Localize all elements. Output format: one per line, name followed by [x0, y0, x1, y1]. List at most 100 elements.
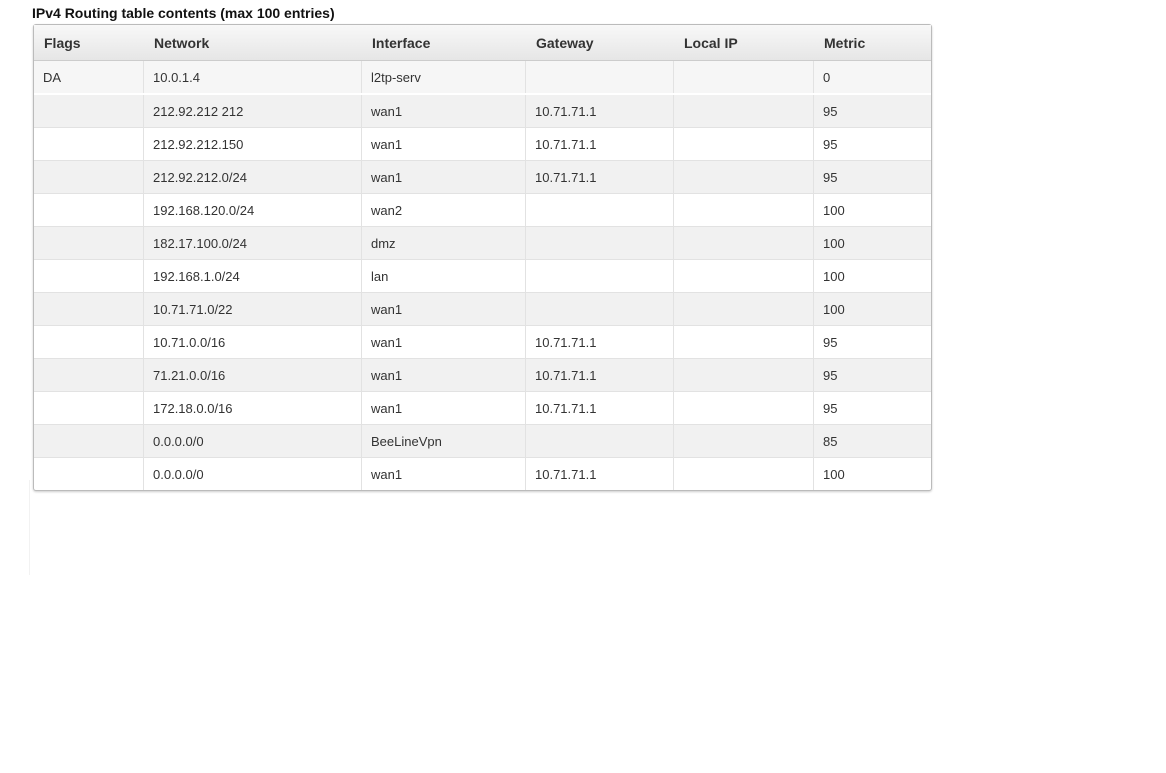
table-row[interactable]: 182.17.100.0/24 dmz 100: [34, 227, 931, 260]
page-title: IPv4 Routing table contents (max 100 ent…: [32, 5, 335, 21]
cell-network: 192.168.120.0/24: [144, 194, 362, 226]
cell-flags: [34, 392, 144, 424]
cell-flags: DA: [34, 61, 144, 93]
cell-interface: dmz: [362, 227, 526, 259]
table-row[interactable]: 10.71.0.0/16 wan1 10.71.71.1 95: [34, 326, 931, 359]
cell-network: 10.71.71.0/22: [144, 293, 362, 325]
cell-flags: [34, 458, 144, 490]
cell-interface: wan1: [362, 161, 526, 193]
cell-metric: 95: [823, 367, 838, 383]
cell-interface: BeeLineVpn: [362, 425, 526, 457]
cell-metric: 100: [823, 466, 845, 482]
table-row[interactable]: 212.92.212 212 wan1 10.71.71.1 95: [34, 95, 931, 128]
cell-local-ip: [674, 293, 814, 325]
cell-metric: 100: [823, 202, 845, 218]
table-row[interactable]: 0.0.0.0/0 wan1 10.71.71.1 100: [34, 458, 931, 490]
column-header-metric[interactable]: Metric: [824, 34, 866, 51]
cell-local-ip: [674, 161, 814, 193]
column-header-interface[interactable]: Interface: [372, 34, 431, 51]
cell-flags: [34, 293, 144, 325]
cell-interface: l2tp-serv: [362, 61, 526, 93]
cell-interface: wan1: [362, 95, 526, 127]
cell-network: 182.17.100.0/24: [144, 227, 362, 259]
cell-gateway: 10.71.71.1: [526, 359, 674, 391]
cell-local-ip: [674, 227, 814, 259]
cell-interface: wan1: [362, 458, 526, 490]
cell-network: 10.71.0.0/16: [144, 326, 362, 358]
cell-gateway: [526, 260, 674, 292]
cell-network: 0.0.0.0/0: [144, 458, 362, 490]
cell-gateway: 10.71.71.1: [526, 392, 674, 424]
cell-gateway: [526, 61, 674, 93]
column-header-flags[interactable]: Flags: [44, 34, 81, 51]
cell-gateway: [526, 293, 674, 325]
cell-interface: wan1: [362, 293, 526, 325]
cell-network: 212.92.212.0/24: [144, 161, 362, 193]
cell-flags: [34, 260, 144, 292]
table-row[interactable]: 192.168.120.0/24 wan2 100: [34, 194, 931, 227]
cell-metric: 100: [823, 268, 845, 284]
table-row[interactable]: 0.0.0.0/0 BeeLineVpn 85: [34, 425, 931, 458]
table-row[interactable]: 212.92.212.0/24 wan1 10.71.71.1 95: [34, 161, 931, 194]
cell-metric: 100: [823, 301, 845, 317]
table-row[interactable]: 71.21.0.0/16 wan1 10.71.71.1 95: [34, 359, 931, 392]
cell-gateway: [526, 194, 674, 226]
cell-metric: 100: [823, 235, 845, 251]
cell-flags: [34, 359, 144, 391]
cell-flags: [34, 326, 144, 358]
cell-local-ip: [674, 95, 814, 127]
cell-metric: 0: [823, 69, 831, 85]
cell-interface: lan: [362, 260, 526, 292]
cell-metric: 95: [823, 136, 838, 152]
cell-network: 10.0.1.4: [144, 61, 362, 93]
cell-local-ip: [674, 128, 814, 160]
cell-metric: 95: [823, 103, 838, 119]
divider: [29, 480, 30, 575]
cell-interface: wan1: [362, 326, 526, 358]
cell-flags: [34, 227, 144, 259]
cell-gateway: 10.71.71.1: [526, 326, 674, 358]
cell-interface: wan1: [362, 392, 526, 424]
cell-local-ip: [674, 326, 814, 358]
cell-interface: wan1: [362, 359, 526, 391]
cell-network: 212.92.212 212: [144, 95, 362, 127]
cell-network: 192.168.1.0/24: [144, 260, 362, 292]
cell-gateway: [526, 425, 674, 457]
cell-gateway: 10.71.71.1: [526, 95, 674, 127]
cell-metric: 95: [823, 169, 838, 185]
column-header-network[interactable]: Network: [154, 34, 210, 51]
cell-flags: [34, 194, 144, 226]
column-header-gateway[interactable]: Gateway: [536, 34, 594, 51]
cell-interface: wan2: [362, 194, 526, 226]
table-row[interactable]: 10.71.71.0/22 wan1 100: [34, 293, 931, 326]
table-row[interactable]: DA 10.0.1.4 l2tp-serv 0: [34, 61, 931, 95]
cell-flags: [34, 95, 144, 127]
cell-network: 0.0.0.0/0: [144, 425, 362, 457]
cell-network: 212.92.212.150: [144, 128, 362, 160]
table-row[interactable]: 192.168.1.0/24 lan 100: [34, 260, 931, 293]
cell-interface: wan1: [362, 128, 526, 160]
cell-local-ip: [674, 425, 814, 457]
cell-gateway: 10.71.71.1: [526, 128, 674, 160]
cell-network: 172.18.0.0/16: [144, 392, 362, 424]
table-row[interactable]: 212.92.212.150 wan1 10.71.71.1 95: [34, 128, 931, 161]
cell-gateway: 10.71.71.1: [526, 161, 674, 193]
cell-metric: 85: [823, 433, 838, 449]
cell-local-ip: [674, 194, 814, 226]
cell-gateway: [526, 227, 674, 259]
cell-flags: [34, 128, 144, 160]
cell-local-ip: [674, 458, 814, 490]
routing-table: Flags Network Interface Gateway Local IP Metr…: [33, 24, 932, 491]
cell-network: 71.21.0.0/16: [144, 359, 362, 391]
cell-local-ip: [674, 260, 814, 292]
cell-flags: [34, 161, 144, 193]
cell-local-ip: [674, 392, 814, 424]
cell-gateway: 10.71.71.1: [526, 458, 674, 490]
column-header-local-ip[interactable]: Local IP: [684, 34, 738, 51]
cell-metric: 95: [823, 400, 838, 416]
table-header: Flags Network Interface Gateway Local IP Metr…: [34, 25, 931, 61]
cell-local-ip: [674, 61, 814, 93]
cell-flags: [34, 425, 144, 457]
cell-metric: 95: [823, 334, 838, 350]
table-row[interactable]: 172.18.0.0/16 wan1 10.71.71.1 95: [34, 392, 931, 425]
